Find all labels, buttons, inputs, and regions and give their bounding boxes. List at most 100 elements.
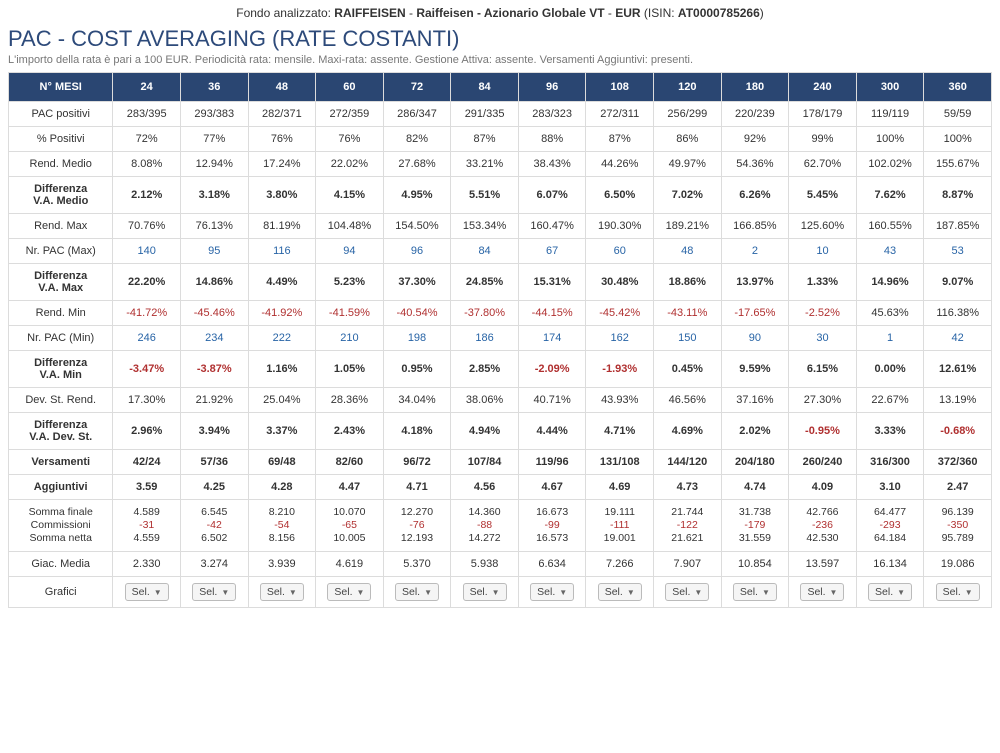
table-cell: 76% <box>248 127 316 152</box>
table-cell: 5.45% <box>789 177 857 214</box>
select-button[interactable]: Sel.▼ <box>125 583 169 601</box>
table-cell[interactable]: 1 <box>856 326 924 351</box>
table-cell: 4.25 <box>180 475 248 500</box>
table-cell: 166.85% <box>721 214 789 239</box>
table-cell[interactable]: 95 <box>180 239 248 264</box>
table-cell: 3.37% <box>248 413 316 450</box>
table-cell: 4.56 <box>451 475 519 500</box>
table-cell: Sel.▼ <box>180 577 248 608</box>
table-cell[interactable]: 96 <box>383 239 451 264</box>
table-cell: 22.67% <box>856 388 924 413</box>
table-cell: 14.86% <box>180 264 248 301</box>
table-cell[interactable]: 42 <box>924 326 992 351</box>
table-cell[interactable]: 30 <box>789 326 857 351</box>
table-cell: 54.36% <box>721 152 789 177</box>
table-cell: 16.673-9916.573 <box>518 500 586 552</box>
select-button[interactable]: Sel.▼ <box>530 583 574 601</box>
select-button[interactable]: Sel.▼ <box>598 583 642 601</box>
table-cell: 107/84 <box>451 450 519 475</box>
table-cell: Sel.▼ <box>789 577 857 608</box>
table-cell: 46.56% <box>654 388 722 413</box>
fund-header: Fondo analizzato: RAIFFEISEN - Raiffeise… <box>8 6 992 20</box>
table-cell: 76.13% <box>180 214 248 239</box>
col-header-month: 120 <box>654 73 722 102</box>
table-cell[interactable]: 10 <box>789 239 857 264</box>
table-cell: 2.96% <box>113 413 181 450</box>
select-button[interactable]: Sel.▼ <box>868 583 912 601</box>
table-cell[interactable]: 222 <box>248 326 316 351</box>
table-cell: 28.36% <box>316 388 384 413</box>
table-cell: 12.94% <box>180 152 248 177</box>
table-cell: 102.02% <box>856 152 924 177</box>
table-cell[interactable]: 90 <box>721 326 789 351</box>
table-cell[interactable]: 48 <box>654 239 722 264</box>
table-cell: 3.939 <box>248 552 316 577</box>
table-cell: Sel.▼ <box>721 577 789 608</box>
table-cell: 18.86% <box>654 264 722 301</box>
table-cell: 104.48% <box>316 214 384 239</box>
table-cell: 5.51% <box>451 177 519 214</box>
table-cell: 7.02% <box>654 177 722 214</box>
row-label: Rend. Min <box>9 301 113 326</box>
table-cell: 160.55% <box>856 214 924 239</box>
table-cell[interactable]: 2 <box>721 239 789 264</box>
table-cell[interactable]: 234 <box>180 326 248 351</box>
table-cell: 81.19% <box>248 214 316 239</box>
select-button[interactable]: Sel.▼ <box>733 583 777 601</box>
select-button[interactable]: Sel.▼ <box>395 583 439 601</box>
table-cell[interactable]: 94 <box>316 239 384 264</box>
row-label: DifferenzaV.A. Medio <box>9 177 113 214</box>
row-label: Dev. St. Rend. <box>9 388 113 413</box>
chevron-down-icon: ▼ <box>289 588 297 597</box>
table-cell[interactable]: 84 <box>451 239 519 264</box>
table-cell: 2.12% <box>113 177 181 214</box>
row-label: Versamenti <box>9 450 113 475</box>
table-cell: 72% <box>113 127 181 152</box>
table-cell: 4.18% <box>383 413 451 450</box>
table-cell: 3.59 <box>113 475 181 500</box>
table-cell: 3.80% <box>248 177 316 214</box>
col-header-label: N° MESI <box>9 73 113 102</box>
row-label: Nr. PAC (Min) <box>9 326 113 351</box>
table-cell: 21.92% <box>180 388 248 413</box>
table-cell[interactable]: 140 <box>113 239 181 264</box>
table-cell: 86% <box>654 127 722 152</box>
table-cell: 283/395 <box>113 102 181 127</box>
row-label: Rend. Medio <box>9 152 113 177</box>
table-cell: 4.73 <box>654 475 722 500</box>
table-cell[interactable]: 186 <box>451 326 519 351</box>
col-header-month: 360 <box>924 73 992 102</box>
table-cell[interactable]: 53 <box>924 239 992 264</box>
table-cell[interactable]: 174 <box>518 326 586 351</box>
table-cell: 45.63% <box>856 301 924 326</box>
table-cell[interactable]: 43 <box>856 239 924 264</box>
col-header-month: 180 <box>721 73 789 102</box>
table-cell[interactable]: 246 <box>113 326 181 351</box>
table-cell[interactable]: 67 <box>518 239 586 264</box>
table-cell: 3.33% <box>856 413 924 450</box>
table-cell[interactable]: 150 <box>654 326 722 351</box>
table-cell: 286/347 <box>383 102 451 127</box>
table-cell: 40.71% <box>518 388 586 413</box>
table-cell: 272/311 <box>586 102 654 127</box>
table-cell[interactable]: 210 <box>316 326 384 351</box>
table-cell: 6.50% <box>586 177 654 214</box>
table-cell: 4.95% <box>383 177 451 214</box>
select-button[interactable]: Sel.▼ <box>665 583 709 601</box>
select-button[interactable]: Sel.▼ <box>936 583 980 601</box>
chevron-down-icon: ▼ <box>694 588 702 597</box>
select-button[interactable]: Sel.▼ <box>192 583 236 601</box>
table-cell[interactable]: 60 <box>586 239 654 264</box>
select-button[interactable]: Sel.▼ <box>463 583 507 601</box>
table-cell[interactable]: 116 <box>248 239 316 264</box>
table-cell[interactable]: 198 <box>383 326 451 351</box>
select-button[interactable]: Sel.▼ <box>327 583 371 601</box>
table-cell: 100% <box>856 127 924 152</box>
select-button[interactable]: Sel.▼ <box>800 583 844 601</box>
select-button[interactable]: Sel.▼ <box>260 583 304 601</box>
table-cell: 31.738-17931.559 <box>721 500 789 552</box>
table-cell: 57/36 <box>180 450 248 475</box>
table-cell[interactable]: 162 <box>586 326 654 351</box>
col-header-month: 108 <box>586 73 654 102</box>
chevron-down-icon: ▼ <box>965 588 973 597</box>
